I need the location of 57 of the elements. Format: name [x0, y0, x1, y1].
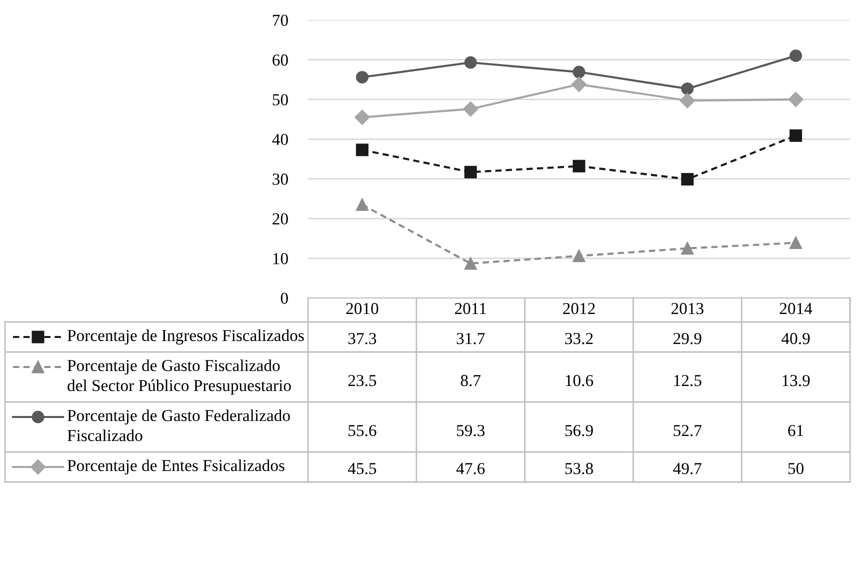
- legend-label: Porcentaje de Gasto Fiscalizado del Sector Público Presupuestario: [67, 359, 291, 395]
- point: [681, 82, 694, 95]
- data-label: 8.7: [460, 374, 481, 386]
- y-tick-label: 0: [280, 292, 288, 304]
- point: [788, 92, 804, 107]
- x-tick-label: 2011: [454, 302, 486, 314]
- point: [354, 110, 370, 125]
- data-label: 53.8: [565, 462, 593, 474]
- y-tick-label: 40: [272, 134, 288, 146]
- y-tick-label: 50: [272, 94, 288, 106]
- data-label: 50: [788, 462, 804, 474]
- data-label: 12.5: [674, 374, 702, 386]
- data-label: 45.5: [348, 463, 376, 474]
- data-label: 37.3: [348, 332, 376, 344]
- point: [572, 250, 586, 262]
- data-label: 29.9: [674, 332, 702, 344]
- legend-label: Porcentaje de Gasto Federalizado Fiscalizado: [67, 409, 290, 442]
- point: [790, 129, 802, 142]
- data-label: 56.9: [565, 424, 593, 436]
- y-tick-label: 60: [272, 54, 288, 66]
- point: [681, 242, 694, 255]
- data-label: 61: [788, 424, 804, 436]
- point: [463, 101, 478, 117]
- legend-label: Porcentaje de Entes Fsicalizados: [67, 459, 284, 475]
- point: [790, 236, 802, 250]
- point: [356, 144, 368, 156]
- data-label: 40.9: [782, 332, 810, 344]
- point: [790, 49, 802, 62]
- data-label: 47.6: [456, 462, 485, 474]
- data-label: 59.3: [456, 424, 485, 436]
- x-tick-label: 2012: [563, 302, 595, 314]
- point: [572, 160, 586, 172]
- point: [356, 70, 368, 84]
- data-label: 31.7: [456, 332, 485, 344]
- point: [681, 173, 694, 186]
- data-label: 52.7: [674, 424, 702, 436]
- data-label: 13.9: [782, 374, 810, 386]
- point: [464, 166, 477, 178]
- point: [464, 56, 477, 69]
- data-label: 55.6: [348, 424, 376, 436]
- y-tick-label: 10: [273, 252, 288, 264]
- x-tick-label: 2014: [780, 302, 812, 314]
- y-tick-label: 70: [272, 14, 288, 26]
- data-label: 10.6: [566, 374, 594, 386]
- point: [356, 198, 368, 211]
- point: [680, 93, 695, 108]
- point: [572, 66, 586, 78]
- legend-label: Porcentaje de Ingresos Fiscalizados: [67, 329, 304, 345]
- y-tick-label: 30: [272, 174, 288, 185]
- point: [571, 76, 587, 92]
- x-tick-label: 2010: [346, 302, 378, 314]
- y-tick-label: 20: [272, 213, 288, 225]
- data-label: 33.2: [565, 332, 593, 344]
- x-tick-label: 2013: [671, 302, 704, 314]
- data-label: 23.5: [348, 374, 376, 386]
- data-label: 49.7: [673, 462, 702, 474]
- point: [464, 257, 477, 270]
